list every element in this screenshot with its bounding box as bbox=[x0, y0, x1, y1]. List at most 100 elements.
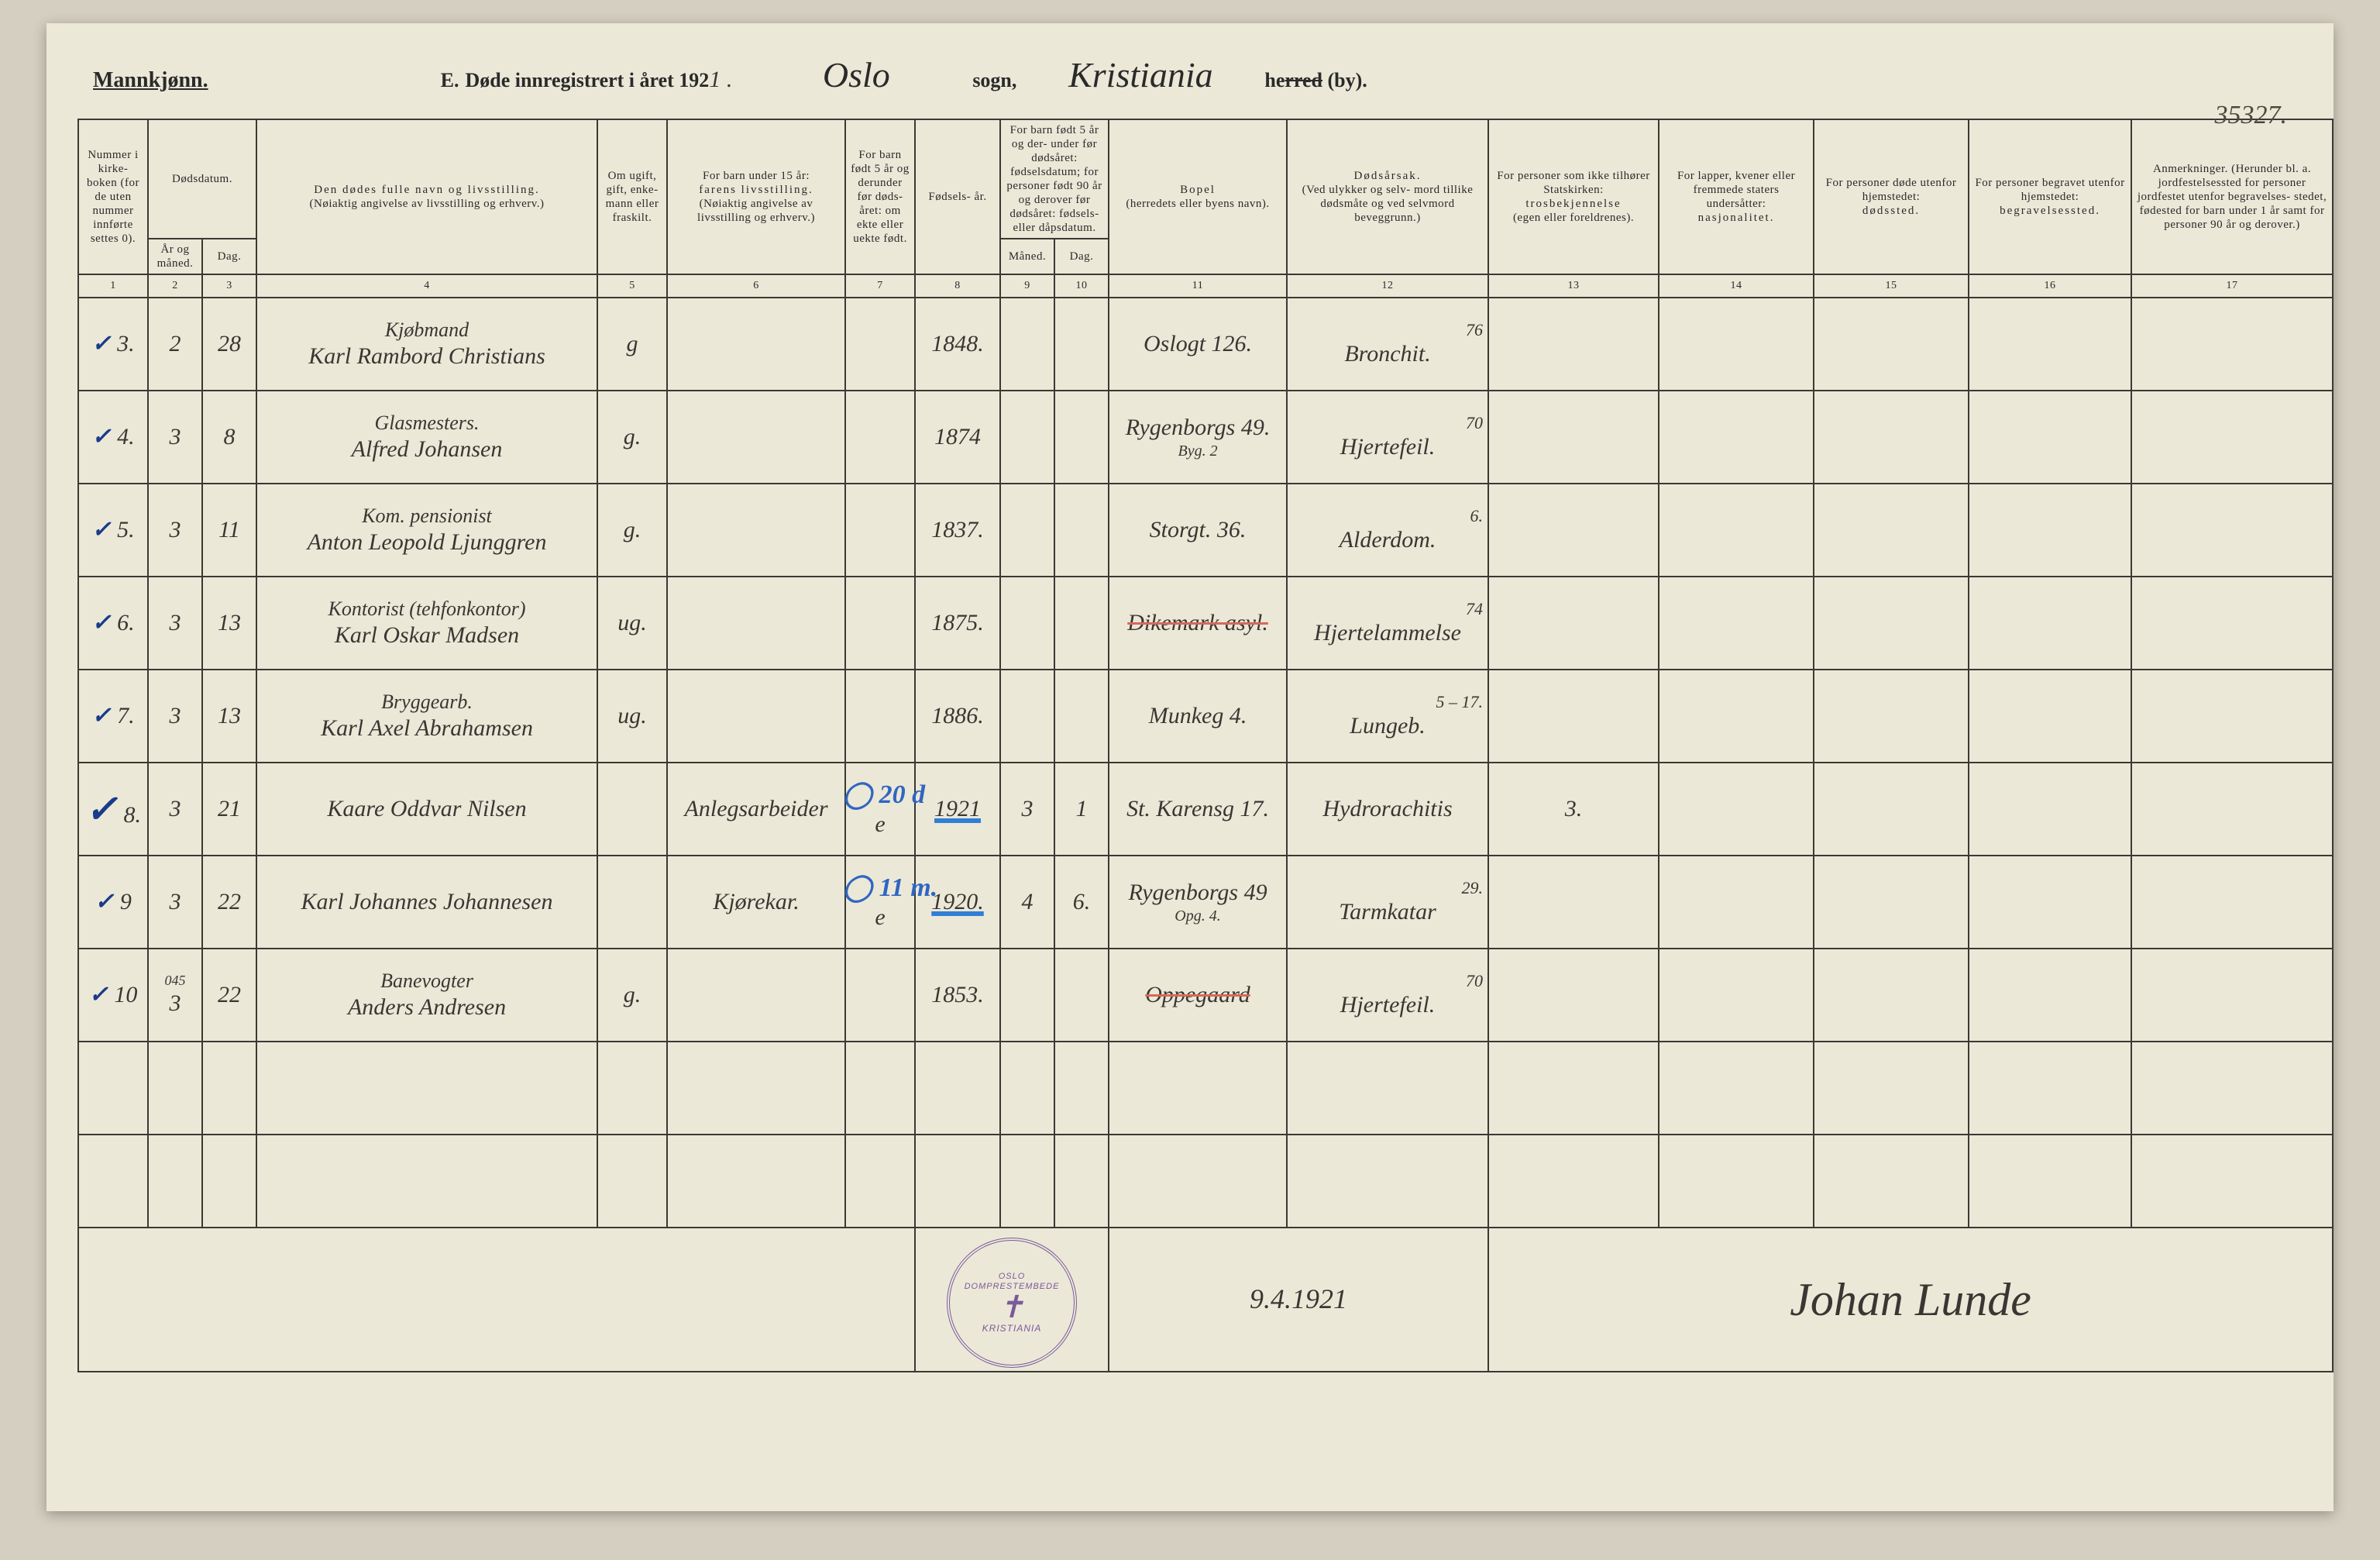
cell-number: ✓ 6. bbox=[78, 577, 148, 670]
cell-day: 13 bbox=[202, 670, 256, 763]
cell-13 bbox=[1488, 856, 1659, 949]
cell-legitimate bbox=[845, 949, 915, 1042]
cell-blank bbox=[1109, 1042, 1287, 1135]
full-name: Anton Leopold Ljunggren bbox=[262, 529, 592, 556]
footer-date: 9.4.1921 bbox=[1250, 1283, 1347, 1314]
gender-label: Mannkjønn. bbox=[93, 68, 208, 93]
cell-birthyear: 1875. bbox=[915, 577, 1000, 670]
checkmark-icon: ✓ bbox=[91, 610, 111, 635]
cell-day: 22 bbox=[202, 856, 256, 949]
month-sup: 045 bbox=[153, 973, 197, 990]
colnum: 2 bbox=[148, 274, 202, 298]
cell-residence: Oslogt 126. bbox=[1109, 298, 1287, 391]
cell-birthyear: 1848. bbox=[915, 298, 1000, 391]
entry-number: 8. bbox=[118, 802, 141, 828]
colnum: 1 bbox=[78, 274, 148, 298]
cell-month: 3 bbox=[148, 391, 202, 484]
full-name: Karl Axel Abrahamsen bbox=[262, 715, 592, 742]
cell-legitimate bbox=[845, 670, 915, 763]
col-header-15b: dødssted. bbox=[1862, 205, 1920, 217]
occupation: Glasmesters. bbox=[262, 411, 592, 435]
cell-birthmonth bbox=[1000, 949, 1054, 1042]
cause-of-death: Bronchit. bbox=[1344, 341, 1430, 367]
cell-16 bbox=[1969, 298, 2131, 391]
cell-legitimate bbox=[845, 577, 915, 670]
cell-cause: 70Hjertefeil. bbox=[1287, 391, 1488, 484]
colnum: 7 bbox=[845, 274, 915, 298]
footer-row: OSLO DOMPRESTEMBEDE✝KRISTIANIA9.4.1921Jo… bbox=[78, 1228, 2333, 1372]
stamp-icon: OSLO DOMPRESTEMBEDE✝KRISTIANIA bbox=[947, 1238, 1077, 1368]
footer-blank-left bbox=[78, 1228, 915, 1372]
residence: Rygenborgs 49 bbox=[1128, 880, 1267, 905]
colnum: 6 bbox=[667, 274, 845, 298]
cell-month: 2 bbox=[148, 298, 202, 391]
cell-marital: g. bbox=[597, 949, 667, 1042]
cell-legitimate bbox=[845, 298, 915, 391]
month-value: 3 bbox=[170, 610, 181, 635]
cause-of-death: Hydrorachitis bbox=[1322, 796, 1452, 821]
cell-day: 13 bbox=[202, 577, 256, 670]
cell-father: Anlegsarbeider bbox=[667, 763, 845, 856]
cell-17 bbox=[2131, 577, 2333, 670]
column-numbers-row: 1 2 3 4 5 6 7 8 9 10 11 12 13 14 15 16 1… bbox=[78, 274, 2333, 298]
occupation: Kontorist (tehfonkontor) bbox=[262, 597, 592, 621]
entry-number: 4. bbox=[112, 424, 135, 449]
col-header-6b: farens livsstilling. bbox=[699, 184, 813, 196]
colnum: 5 bbox=[597, 274, 667, 298]
cell-14 bbox=[1659, 484, 1814, 577]
checkmark-icon: ✓ bbox=[91, 424, 111, 449]
cell-father bbox=[667, 298, 845, 391]
table-row: ✓ 6.313Kontorist (tehfonkontor)Karl Oska… bbox=[78, 577, 2333, 670]
cell-blank bbox=[915, 1135, 1000, 1228]
legitimate-value: e bbox=[875, 904, 885, 930]
cell-residence: St. Karensg 17. bbox=[1109, 763, 1287, 856]
cause-code: 76 bbox=[1292, 320, 1483, 340]
cell-number: ✓ 9 bbox=[78, 856, 148, 949]
col-header-13b: trosbekjennelse bbox=[1525, 198, 1621, 210]
birth-year: 1920. bbox=[931, 889, 984, 914]
col-header-15: For personer døde utenfor hjemstedet: dø… bbox=[1814, 119, 1969, 274]
entry-number: 6. bbox=[112, 610, 135, 635]
month-value: 3 bbox=[170, 796, 181, 821]
col-header-13a: For personer som ikke tilhører Statskirk… bbox=[1497, 170, 1649, 196]
cell-blank bbox=[1659, 1135, 1814, 1228]
cell-15 bbox=[1814, 391, 1969, 484]
cell-14 bbox=[1659, 298, 1814, 391]
cell-14 bbox=[1659, 670, 1814, 763]
birth-year: 1848. bbox=[931, 331, 984, 356]
cell-birthday bbox=[1054, 949, 1109, 1042]
cell-blank bbox=[1488, 1135, 1659, 1228]
col-header-4b: (Nøiaktig angivelse av livsstilling og e… bbox=[310, 198, 545, 210]
cell-13 bbox=[1488, 298, 1659, 391]
cause-code: 29. bbox=[1292, 878, 1483, 898]
cell-16 bbox=[1969, 577, 2131, 670]
cell-name: Kom. pensionistAnton Leopold Ljunggren bbox=[256, 484, 597, 577]
cell-blank bbox=[1054, 1042, 1109, 1135]
cell-marital: g bbox=[597, 298, 667, 391]
col-header-11a: Bopel bbox=[1180, 184, 1216, 196]
cell-blank bbox=[1000, 1042, 1054, 1135]
cell-number: ✓ 7. bbox=[78, 670, 148, 763]
cell-number: ✓ 5. bbox=[78, 484, 148, 577]
checkmark-icon: ✓ bbox=[89, 982, 108, 1007]
cell-blank bbox=[597, 1135, 667, 1228]
cell-17 bbox=[2131, 391, 2333, 484]
table-row-blank bbox=[78, 1135, 2333, 1228]
cell-birthday: 6. bbox=[1054, 856, 1109, 949]
cell-father bbox=[667, 670, 845, 763]
cell-day: 8 bbox=[202, 391, 256, 484]
col-header-2a: År og måned. bbox=[148, 239, 202, 274]
cell-birthmonth bbox=[1000, 577, 1054, 670]
page-header: Mannkjønn. E. Døde innregistrert i året … bbox=[77, 54, 2303, 95]
colnum: 16 bbox=[1969, 274, 2131, 298]
col-header-2b: Dag. bbox=[202, 239, 256, 274]
cell-blank bbox=[148, 1042, 202, 1135]
cell-month: 3 bbox=[148, 484, 202, 577]
cell-blank bbox=[78, 1042, 148, 1135]
cell-13 bbox=[1488, 949, 1659, 1042]
cell-birthmonth: 4 bbox=[1000, 856, 1054, 949]
table-row: ✓ 4.38Glasmesters.Alfred Johanseng.1874R… bbox=[78, 391, 2333, 484]
checkmark-icon: ✓ bbox=[85, 787, 118, 831]
cell-blank bbox=[2131, 1135, 2333, 1228]
cause-of-death: Alderdom. bbox=[1340, 527, 1436, 553]
